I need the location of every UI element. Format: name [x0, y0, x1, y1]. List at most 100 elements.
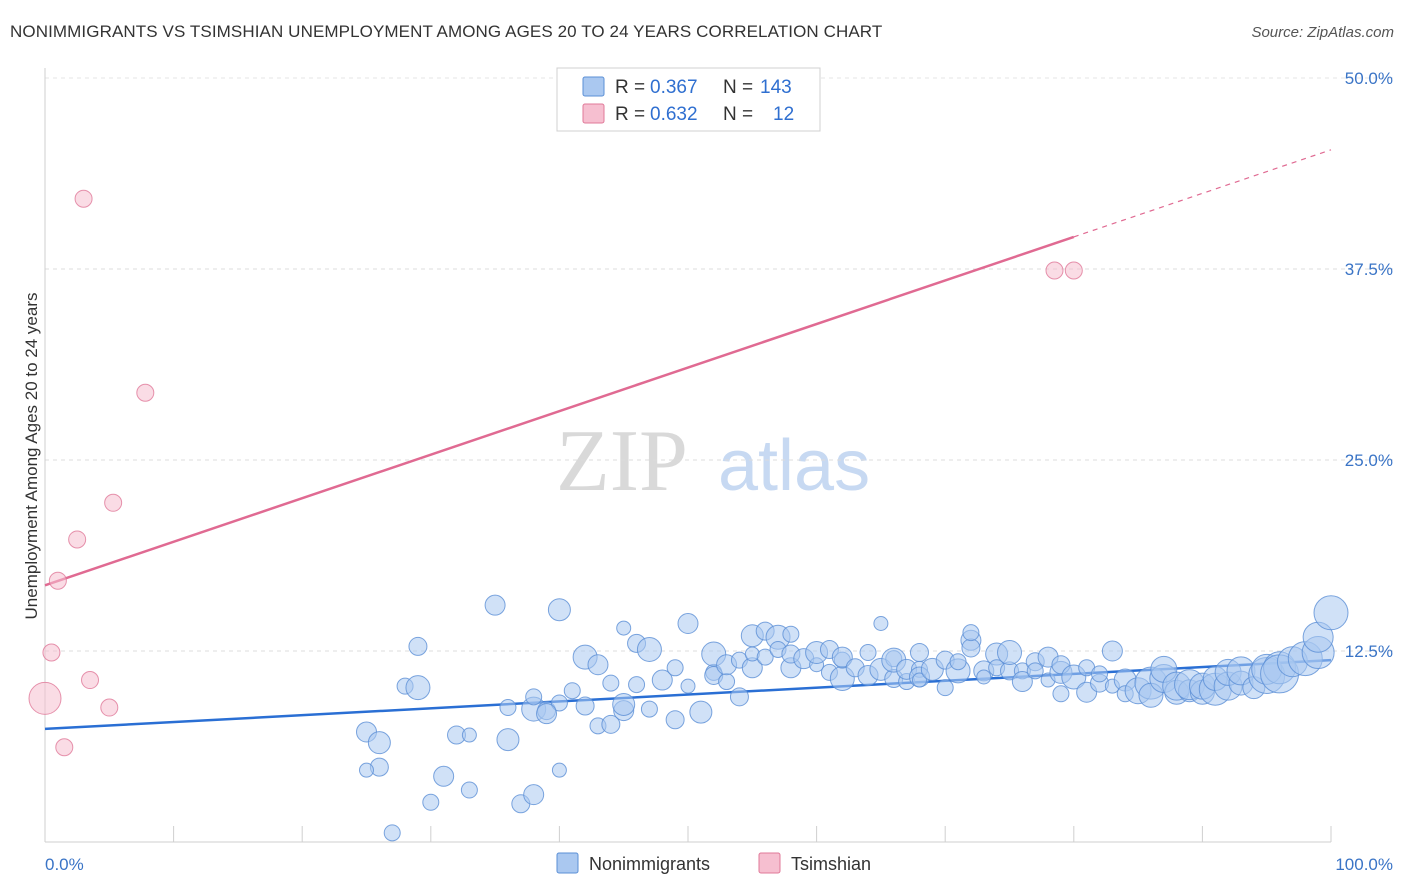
chart-title: NONIMMIGRANTS VS TSIMSHIAN UNEMPLOYMENT … — [10, 22, 883, 41]
legend-swatch-nonimmigrants — [582, 76, 605, 97]
nonimmigrants-point — [677, 612, 699, 634]
tsimshian-trend-extension — [1073, 149, 1332, 238]
nonimmigrants-point — [628, 676, 646, 694]
nonimmigrants-point — [782, 625, 800, 643]
nonimmigrants-point — [961, 638, 981, 658]
tick-labels: 12.5% 25.0% 37.5% 50.0% 0.0% 100.0% — [45, 69, 1393, 874]
nonimmigrants-point — [1011, 671, 1033, 693]
legend-row-nonimmigrants: R = 0.367 N = 143 — [582, 76, 792, 98]
bottom-legend: Nonimmigrants Tsimshian — [556, 852, 871, 874]
tsimshian-point — [104, 493, 123, 512]
nonimmigrants-point — [729, 687, 749, 707]
nonimmigrants-point — [909, 643, 929, 663]
nonimmigrants-point — [484, 594, 506, 616]
trend-lines — [44, 149, 1332, 731]
legend-r-value: 0.632 — [650, 104, 698, 125]
nonimmigrants-point — [422, 793, 440, 811]
nonimmigrants-point — [636, 636, 662, 662]
nonimmigrants-point — [433, 765, 455, 787]
nonimmigrants-point — [383, 824, 401, 842]
nonimmigrants-point — [680, 678, 696, 694]
nonimmigrants-point — [408, 636, 428, 656]
nonimmigrants-point — [1026, 662, 1044, 680]
axes — [44, 68, 1332, 843]
nonimmigrants-point — [976, 669, 992, 685]
nonimmigrants-point — [547, 598, 571, 622]
legend-n-label: N = — [723, 104, 753, 125]
y-tick-label: 50.0% — [1345, 69, 1393, 88]
nonimmigrants-point — [460, 781, 478, 799]
nonimmigrants-point — [616, 620, 632, 636]
legend: R = 0.367 N = 143 R = 0.632 N = 12 — [556, 67, 821, 132]
nonimmigrants-point — [461, 727, 477, 743]
bottom-legend-swatch-tsimshian — [758, 852, 781, 874]
bottom-legend-nonimmigrants: Nonimmigrants — [589, 854, 710, 874]
nonimmigrants-point — [612, 692, 636, 716]
tsimshian-point — [48, 571, 67, 590]
legend-r-value: 0.367 — [650, 77, 698, 98]
tsimshian-point — [42, 643, 61, 662]
source-label: Source: ZipAtlas.com — [1251, 24, 1394, 41]
tsimshian-point — [1064, 261, 1083, 280]
legend-n-value: 12 — [773, 104, 794, 125]
watermark: ZIP atlas — [556, 413, 870, 510]
nonimmigrants-point — [665, 710, 685, 730]
nonimmigrants-point — [496, 728, 520, 752]
bottom-legend-tsimshian: Tsimshian — [791, 854, 871, 874]
tsimshian-point — [136, 383, 155, 402]
tsimshian-point — [1045, 261, 1064, 280]
nonimmigrants-point — [499, 699, 517, 717]
tsimshian-point — [100, 698, 119, 717]
nonimmigrants-point — [859, 644, 877, 662]
nonimmigrants-point — [551, 762, 567, 778]
nonimmigrants-point — [640, 700, 658, 718]
tsimshian-point — [81, 671, 100, 690]
nonimmigrants-point — [1101, 640, 1123, 662]
tsimshian-point — [68, 530, 87, 549]
nonimmigrants-point — [756, 648, 774, 666]
y-tick-label: 37.5% — [1345, 260, 1393, 279]
tsimshian-point — [74, 189, 93, 208]
nonimmigrants-point — [936, 679, 954, 697]
nonimmigrants-point — [601, 714, 621, 734]
nonimmigrants-point — [405, 675, 431, 701]
nonimmigrants-point — [367, 731, 391, 755]
grid-lines — [45, 77, 1393, 652]
legend-n-label: N = — [723, 77, 753, 98]
nonimmigrants-point — [536, 703, 558, 725]
nonimmigrants-point — [911, 672, 927, 688]
legend-r-label: R = — [615, 104, 645, 125]
nonimmigrants-trend-line — [44, 658, 1332, 731]
nonimmigrants-point — [575, 696, 595, 716]
legend-n-value: 143 — [760, 77, 792, 98]
nonimmigrants-point — [718, 673, 736, 691]
nonimmigrants-point — [1052, 685, 1070, 703]
nonimmigrants-point — [523, 784, 545, 806]
nonimmigrants-point — [651, 669, 673, 691]
legend-r-label: R = — [615, 77, 645, 98]
nonimmigrants-point — [689, 700, 713, 724]
nonimmigrants-point — [997, 640, 1022, 666]
x-tick-label: 100.0% — [1335, 855, 1393, 874]
nonimmigrants-point — [550, 694, 568, 712]
tsimshian-trend-line — [44, 235, 1075, 587]
nonimmigrants-point — [962, 624, 980, 642]
legend-row-tsimshian: R = 0.632 N = 12 — [582, 103, 794, 125]
data-points — [28, 189, 1349, 842]
tsimshian-point — [55, 738, 74, 757]
y-axis-label: Unemployment Among Ages 20 to 24 years — [22, 293, 41, 620]
nonimmigrants-point — [563, 682, 581, 700]
legend-swatch-tsimshian — [582, 103, 605, 124]
x-tick-label: 0.0% — [45, 855, 84, 874]
watermark-atlas: atlas — [718, 426, 870, 506]
nonimmigrants-point — [602, 674, 620, 692]
nonimmigrants-point — [666, 659, 684, 677]
bottom-legend-swatch-nonimmigrants — [556, 852, 579, 874]
y-tick-label: 12.5% — [1345, 642, 1393, 661]
nonimmigrants-point — [949, 653, 967, 671]
y-tick-label: 25.0% — [1345, 451, 1393, 470]
nonimmigrants-point — [831, 646, 853, 668]
tsimshian-point — [28, 681, 62, 715]
nonimmigrants-point — [587, 654, 609, 676]
